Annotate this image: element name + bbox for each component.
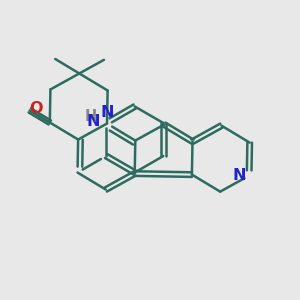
Text: O: O	[30, 100, 43, 116]
Text: N: N	[233, 168, 246, 183]
Text: N: N	[100, 105, 114, 120]
Text: H: H	[85, 109, 97, 124]
Text: N: N	[86, 114, 100, 129]
